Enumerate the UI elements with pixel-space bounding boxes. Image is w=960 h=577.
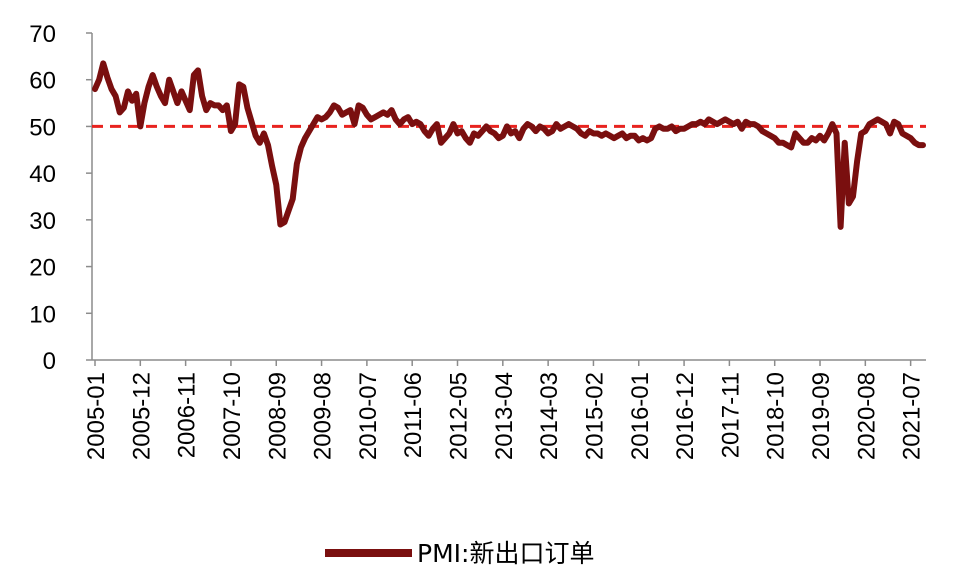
- x-tick-label: 2005-01: [83, 372, 110, 460]
- y-tick-label: 50: [29, 114, 56, 141]
- x-tick-label: 2006-11: [174, 372, 201, 458]
- x-axis: 2005-01 2005-12 2006-11 2007-10 2008-09 2009-…: [83, 359, 926, 460]
- y-tick-label: 40: [29, 161, 56, 188]
- y-tick-label: 20: [29, 255, 56, 282]
- x-tick-label: 2008-09: [264, 372, 291, 460]
- x-tick-label: 2012-05: [446, 372, 473, 460]
- x-tick-label: 2016-12: [672, 372, 699, 460]
- x-tick-label: 2011-06: [400, 372, 427, 458]
- series-group: [92, 60, 926, 230]
- y-tick-label: 0: [43, 348, 56, 375]
- x-tick-label: 2007-10: [219, 372, 246, 460]
- series-line: [92, 60, 926, 230]
- legend-label: PMI:新出口订单: [417, 539, 594, 568]
- y-tick-label: 60: [29, 68, 56, 95]
- y-tick-label: 30: [29, 208, 56, 235]
- x-tick-label: 2016-01: [627, 372, 654, 460]
- x-tick-label: 2015-02: [581, 372, 608, 460]
- x-tick-label: 2014-03: [536, 372, 563, 460]
- y-tick-label: 70: [29, 21, 56, 48]
- x-tick-label: 2010-07: [355, 372, 382, 460]
- x-tick-label: 2009-08: [310, 372, 337, 460]
- x-tick-label: 2017-11: [717, 372, 744, 458]
- x-tick-label: 2019-09: [808, 372, 835, 460]
- x-tick-label: 2005-12: [128, 372, 155, 460]
- x-tick-label: 2018-10: [763, 372, 790, 460]
- x-tick-label: 2013-04: [491, 372, 518, 460]
- y-tick-label: 10: [29, 301, 56, 328]
- legend: PMI:新出口订单: [325, 539, 594, 568]
- y-axis: 0 10 20 30 40 50 60 70: [29, 21, 93, 375]
- x-tick-label: 2020-08: [853, 372, 880, 460]
- x-tick-label: 2021-07: [899, 372, 926, 460]
